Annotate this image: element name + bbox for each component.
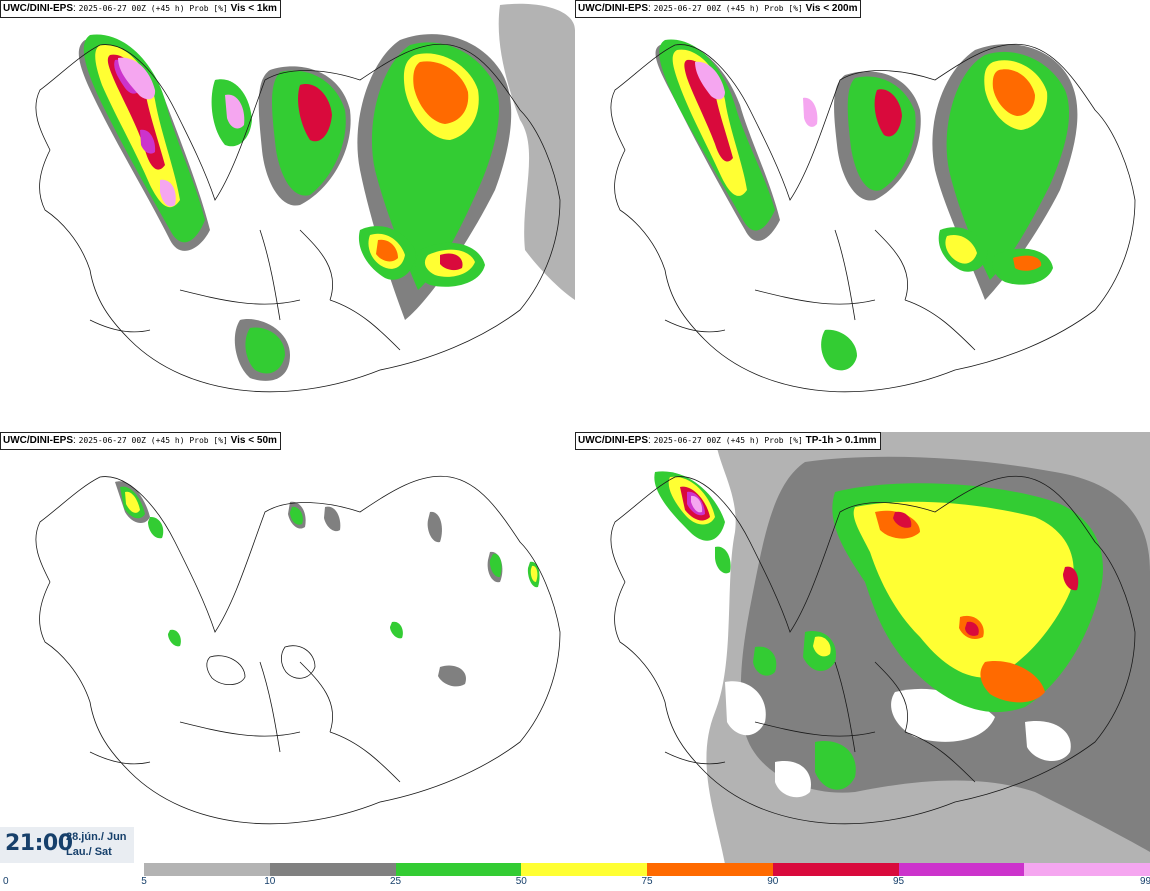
- red-90-95: [684, 59, 902, 162]
- colorbar-segment: [1024, 863, 1150, 876]
- colorbar-tick-label: 10: [264, 876, 276, 887]
- colorbar-tick-label: 50: [515, 876, 527, 887]
- colorbar-tick-label: 99: [1140, 876, 1150, 887]
- colorbar-tick-label: 5: [141, 876, 147, 887]
- colorbar-segment: [772, 863, 899, 876]
- colorbar-tick-label: 25: [389, 876, 402, 887]
- yellow-50-75: [125, 491, 538, 582]
- valid-time: 21:00: [5, 831, 73, 856]
- colorbar-tick-label: 90: [767, 876, 779, 887]
- colorbar-segment: [521, 863, 647, 876]
- colorbar-tick-label: 0: [3, 876, 9, 887]
- green-25-50: [120, 486, 540, 647]
- iceland-outline: [35, 43, 561, 393]
- map-panel-vis-50m: UWC/DINI-EPS: 2025-06-27 00Z (+45 h) Pro…: [0, 432, 575, 864]
- map-panel-vis-1km: UWC/DINI-EPS: 2025-06-27 00Z (+45 h) Pro…: [0, 0, 575, 432]
- map-vis-200m: [610, 39, 1136, 393]
- panel-title: UWC/DINI-EPS: 2025-06-27 00Z (+45 h) Pro…: [575, 432, 881, 450]
- colorbar-segment: [395, 863, 522, 876]
- iceland-outline: [610, 43, 1136, 393]
- dark-gray-field: [115, 481, 503, 687]
- pink-99-100: [691, 495, 703, 513]
- map-panel-vis-200m: UWC/DINI-EPS: 2025-06-27 00Z (+45 h) Pro…: [575, 0, 1150, 432]
- map-tp-1h: [610, 432, 1150, 864]
- valid-weekday: Lau./ Sat: [66, 846, 112, 858]
- iceland-outline: [610, 475, 1136, 825]
- outer-gray-field: [498, 3, 575, 300]
- map-panel-tp-1h: UWC/DINI-EPS: 2025-06-27 00Z (+45 h) Pro…: [575, 432, 1150, 864]
- orange-75-90: [992, 69, 1042, 271]
- colorbar-tick-label: 95: [892, 876, 905, 887]
- map-vis-1km: [35, 3, 575, 393]
- colorbar-segment: [269, 863, 396, 876]
- pink-99-100: [118, 57, 245, 207]
- iceland-outline: [35, 475, 561, 825]
- map-vis-50m: [35, 475, 561, 825]
- colorbar-segment: [647, 863, 773, 876]
- valid-time-box: 21:00 28.jún./ Jun Lau./ Sat: [0, 827, 134, 863]
- pink-99-100: [695, 61, 818, 127]
- colorbar-ticks: 0 5 10 25 50 75 90 95 99: [0, 876, 1150, 891]
- colorbar-segment: [898, 863, 1025, 876]
- orange-75-90: [376, 61, 469, 262]
- probability-colorbar: [144, 863, 1150, 876]
- valid-date: 28.jún./ Jun: [66, 831, 127, 843]
- colorbar-segment: [144, 863, 270, 876]
- colorbar-tick-label: 75: [641, 876, 653, 887]
- panel-title: UWC/DINI-EPS: 2025-06-27 00Z (+45 h) Pro…: [575, 0, 862, 18]
- panel-title: UWC/DINI-EPS: 2025-06-27 00Z (+45 h) Pro…: [0, 0, 281, 18]
- panel-title: UWC/DINI-EPS: 2025-06-27 00Z (+45 h) Pro…: [0, 432, 281, 450]
